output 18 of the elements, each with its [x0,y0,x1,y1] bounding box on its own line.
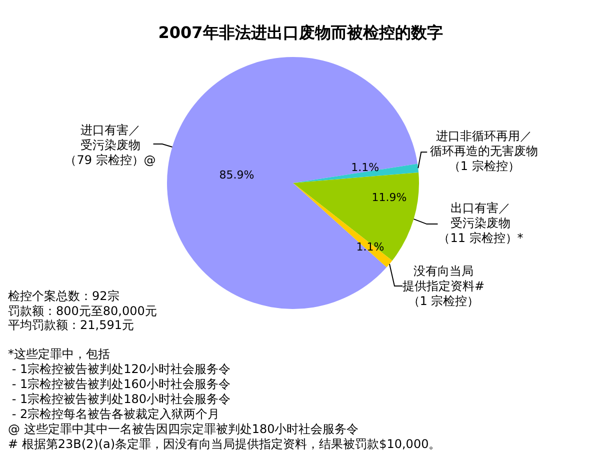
slice-label: 进口有害／受污染废物（79 宗检控）@ [64,123,156,168]
data-label: 85.9% [219,168,254,182]
data-label: 11.9% [372,190,407,204]
text: 罚款额：800元至80,000元 [8,304,157,318]
text: *这些定罪中，包括 [8,347,110,361]
text: @ 这些定罪中其中一名被告因四宗定罪被判处180小时社会服务令 [8,422,359,436]
text: - 1宗检控被告被判处160小时社会服务令 [10,377,230,391]
text: - 2宗检控每名被告各被裁定入狱两个月 [10,407,220,421]
text: - 1宗检控被告被判处120小时社会服务令 [10,362,230,376]
slice-label: 出口有害／受污染废物（11 宗检控）* [438,201,524,246]
slice-label: 进口非循环再用／循环再造的无害废物（1 宗检控） [430,129,538,174]
chart-title: 2007年非法进出口废物而被检控的数字 [157,23,444,43]
text: 检控个案总数：92宗 [8,289,120,303]
text: - 1宗检控被告被判处180小时社会服务令 [10,392,230,406]
text: 平均罚款额：21,591元 [8,318,134,332]
slice-label: 没有向当局提供指定资料#（1 宗检控） [402,264,485,308]
data-label: 1.1% [351,160,380,174]
text: # 根据第23B(2)(a)条定罪，因没有向当局提供指定资料，结果被罚款$10,000。 [8,437,441,451]
